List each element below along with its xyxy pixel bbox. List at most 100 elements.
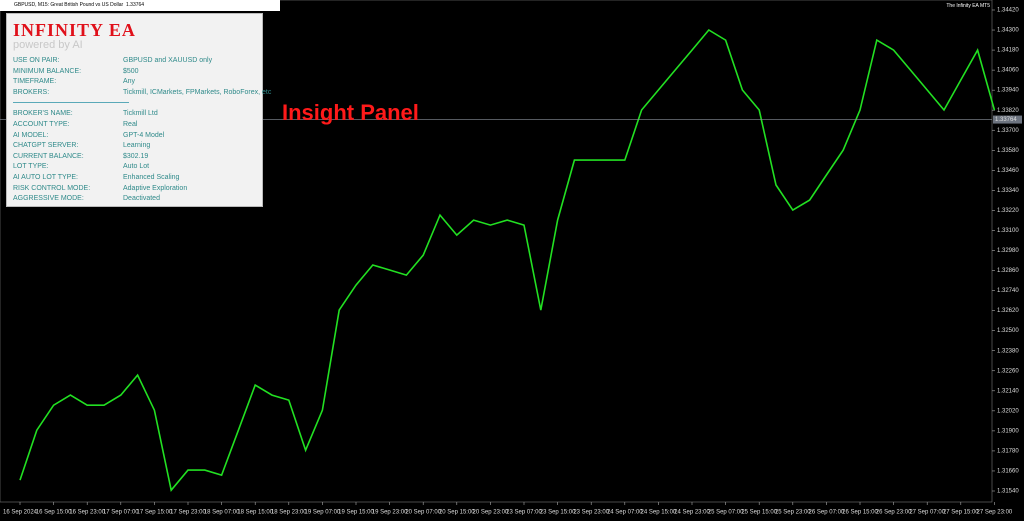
x-tick-label: 27 Sep 07:00: [909, 510, 945, 516]
row-value: GBPUSD and XAUUSD only: [123, 57, 213, 64]
row-value: Deactivated: [123, 195, 160, 203]
row-label: AI MODEL:: [13, 131, 49, 139]
x-tick-label: 25 Sep 07:00: [708, 510, 744, 516]
row-value: Any: [123, 78, 136, 86]
y-tick-label: 1.31540: [997, 489, 1019, 495]
y-tick-label: 1.34060: [997, 68, 1019, 74]
x-tick-label: 23 Sep 15:00: [540, 510, 576, 516]
row-label: BROKER'S NAME:: [13, 110, 73, 118]
panel-row: CHATGPT SERVER: Learning: [13, 142, 263, 152]
panel-row: LOT TYPE: Auto Lot: [13, 163, 263, 173]
row-label: MINIMUM BALANCE:: [13, 67, 82, 75]
row-value: Enhanced Scaling: [123, 174, 180, 181]
x-tick-label: 18 Sep 15:00: [237, 510, 273, 516]
y-tick-label: 1.33820: [997, 108, 1019, 114]
x-tick-label: 26 Sep 23:00: [876, 510, 912, 516]
symbol: GBPUSD, M15: Great British Pound vs US D…: [14, 2, 124, 8]
x-tick-label: 20 Sep 07:00: [405, 510, 441, 516]
y-tick-label: 1.32380: [997, 348, 1019, 354]
x-tick-label: 20 Sep 15:00: [439, 510, 475, 516]
row-value: $500: [123, 67, 139, 75]
x-tick-label: 26 Sep 07:00: [809, 510, 845, 516]
row-value: Adaptive Exploration: [123, 184, 188, 192]
x-tick-label: 16 Sep 2024: [3, 510, 38, 516]
y-tick-label: 1.32140: [997, 388, 1019, 394]
y-tick-label: 1.31780: [997, 448, 1019, 454]
x-tick-label: 17 Sep 15:00: [137, 510, 173, 516]
y-tick-label: 1.32860: [997, 268, 1019, 274]
x-tick-label: 25 Sep 23:00: [775, 510, 811, 516]
x-tick-label: 19 Sep 07:00: [305, 510, 341, 516]
x-tick-label: 24 Sep 23:00: [674, 510, 710, 516]
x-tick-label: 23 Sep 23:00: [573, 510, 609, 516]
x-tick-label: 18 Sep 23:00: [271, 510, 307, 516]
price-line: [19, 28, 996, 492]
y-tick-label: 1.34420: [997, 8, 1019, 14]
panel-row: RISK CONTROL MODE: Adaptive Exploration: [13, 185, 263, 195]
y-tick-label: 1.33340: [997, 188, 1019, 194]
x-tick-label: 19 Sep 15:00: [338, 510, 374, 516]
y-tick-label: 1.31900: [997, 428, 1019, 434]
panel-row: BROKER'S NAME: Tickmill Ltd: [13, 110, 263, 120]
y-tick-label: 1.34300: [997, 28, 1019, 34]
x-tick-label: 17 Sep 23:00: [170, 510, 206, 516]
panel-row: BROKERS: Tickmill, ICMarkets, FPMarkets, …: [13, 88, 271, 99]
row-value: $302.19: [123, 152, 149, 160]
x-tick-label: 25 Sep 15:00: [741, 510, 777, 516]
row-label: AI AUTO LOT TYPE:: [13, 174, 78, 181]
y-tick-label: 1.34180: [997, 48, 1019, 54]
row-value: Tickmill, ICMarkets, FPMarkets, RoboFore…: [123, 88, 272, 96]
row-value: Tickmill Ltd: [123, 110, 158, 118]
row-label: RISK CONTROL MODE:: [13, 184, 91, 192]
row-label: BROKERS:: [13, 88, 50, 96]
panel-subtitle: powered by AI: [13, 39, 83, 51]
ea-name: The Infinity EA MT5: [946, 3, 990, 9]
x-tick-label: 24 Sep 15:00: [641, 510, 677, 516]
header-price: 1.33764: [126, 2, 145, 8]
y-tick-label: 1.33580: [997, 148, 1019, 154]
y-tick-label: 1.32260: [997, 368, 1019, 374]
panel-row: AGGRESSIVE MODE: Deactivated: [13, 195, 263, 205]
row-value: Real: [123, 121, 138, 128]
row-label: CURRENT BALANCE:: [13, 152, 84, 160]
y-tick-label: 1.32740: [997, 288, 1019, 294]
row-label: LOT TYPE:: [13, 163, 49, 171]
x-tick-label: 27 Sep 23:00: [977, 510, 1013, 516]
row-value: Auto Lot: [123, 163, 150, 171]
x-tick-label: 17 Sep 07:00: [103, 510, 139, 516]
y-tick-label: 1.32980: [997, 248, 1019, 254]
y-tick-label: 1.32500: [997, 328, 1019, 334]
y-tick-label: 1.32020: [997, 408, 1019, 414]
panel-row: AI MODEL: GPT-4 Model: [13, 132, 263, 142]
price-tag: [993, 115, 1022, 124]
divider: [13, 102, 129, 103]
x-tick-label: 20 Sep 23:00: [473, 510, 509, 516]
chart-header: GBPUSD, M15: Great British Pound vs US D…: [0, 0, 280, 11]
row-label: TIMEFRAME:: [13, 78, 57, 86]
row-value: GPT-4 Model: [123, 131, 165, 139]
panel-row: ACCOUNT TYPE: Real: [13, 121, 263, 131]
row-label: AGGRESSIVE MODE:: [13, 195, 84, 203]
row-label: USE ON PAIR:: [13, 57, 60, 64]
x-tick-label: 24 Sep 07:00: [607, 510, 643, 516]
x-tick-label: 18 Sep 07:00: [204, 510, 240, 516]
panel-row: CURRENT BALANCE: $302.19: [13, 153, 263, 163]
y-tick-label: 1.33940: [997, 88, 1019, 94]
y-tick-label: 1.33460: [997, 168, 1019, 174]
row-label: CHATGPT SERVER:: [13, 142, 79, 150]
y-tick-label: 1.33100: [997, 228, 1019, 234]
x-tick-label: 23 Sep 07:00: [506, 510, 542, 516]
x-tick-label: 27 Sep 15:00: [943, 510, 979, 516]
panel-row: TIMEFRAME: Any: [13, 78, 263, 88]
panel-row: MINIMUM BALANCE: $500: [13, 68, 263, 78]
x-tick-label: 26 Sep 15:00: [842, 510, 878, 516]
annotation: Insight Panel: [282, 100, 419, 125]
info-panel: INFINITY EA powered by AI USE ON PAIR: GB…: [6, 13, 271, 207]
panel-row: USE ON PAIR: GBPUSD and XAUUSD only: [13, 57, 263, 67]
panel-title: INFINITY EA: [13, 20, 136, 40]
price-tag-label: 1.33764: [995, 117, 1017, 123]
y-tick-label: 1.31660: [997, 469, 1019, 475]
x-tick-label: 16 Sep 15:00: [36, 510, 72, 516]
y-tick-label: 1.32620: [997, 308, 1019, 314]
y-tick-label: 1.33220: [997, 208, 1019, 214]
